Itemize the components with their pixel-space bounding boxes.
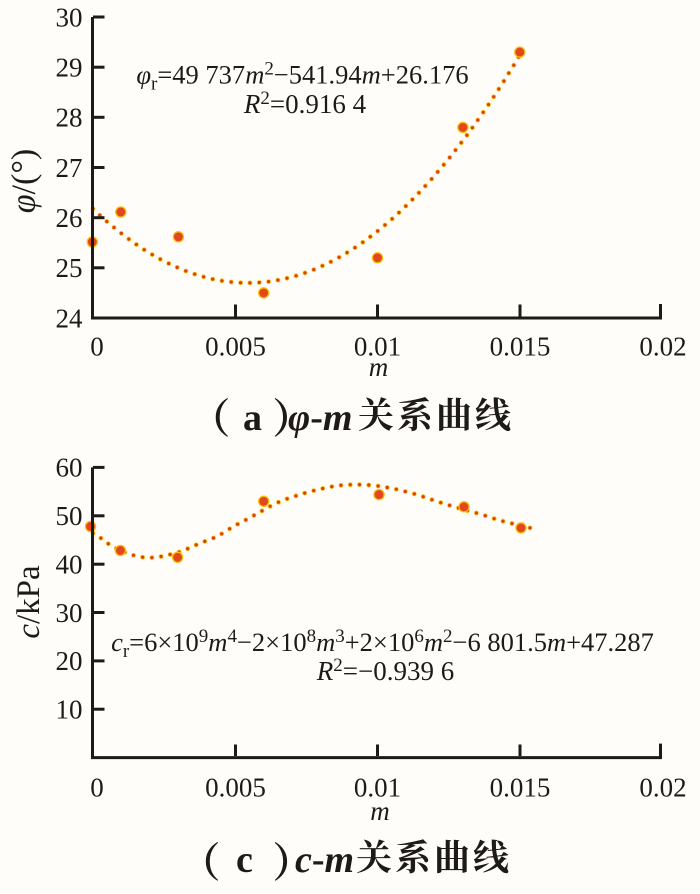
svg-text:26: 26 — [56, 203, 83, 233]
svg-text:0.005: 0.005 — [205, 773, 266, 803]
svg-text:30: 30 — [56, 598, 83, 628]
svg-text:0.01: 0.01 — [354, 773, 401, 803]
svg-text:m: m — [369, 352, 389, 382]
svg-text:0.015: 0.015 — [490, 773, 551, 803]
svg-text:c/kPa: c/kPa — [11, 565, 47, 639]
svg-text:40: 40 — [56, 550, 83, 580]
svg-text:0.01: 0.01 — [354, 332, 401, 362]
svg-text:50: 50 — [56, 501, 83, 531]
svg-text:0: 0 — [90, 773, 104, 803]
svg-text:φ/(°): φ/(°) — [6, 149, 43, 214]
svg-text:28: 28 — [56, 103, 83, 133]
svg-text:cr=6×109m4−2×108m3+2×106m2−6 8: cr=6×109m4−2×108m3+2×106m2−6 801.5m+47.2… — [111, 626, 654, 662]
svg-text:φr=49 737m2−541.94m+26.176: φr=49 737m2−541.94m+26.176 — [136, 59, 468, 95]
svg-text:20: 20 — [56, 646, 83, 676]
svg-text:25: 25 — [56, 253, 83, 283]
svg-text:c-m: c-m — [295, 839, 354, 881]
svg-text:0.02: 0.02 — [639, 332, 686, 362]
svg-text:0.005: 0.005 — [205, 332, 266, 362]
svg-text:0: 0 — [90, 332, 104, 362]
svg-text:c: c — [236, 839, 253, 881]
svg-text:a: a — [243, 397, 262, 439]
svg-text:24: 24 — [56, 303, 84, 333]
svg-text:27: 27 — [56, 153, 83, 183]
svg-text:60: 60 — [56, 453, 83, 483]
svg-text:R2=−0.939 6: R2=−0.939 6 — [316, 655, 454, 686]
svg-text:0.015: 0.015 — [490, 332, 551, 362]
svg-text:10: 10 — [56, 695, 83, 725]
svg-text:φ-m: φ-m — [288, 397, 352, 439]
svg-text:0.02: 0.02 — [639, 773, 686, 803]
svg-text:29: 29 — [56, 53, 83, 83]
svg-text:m: m — [370, 796, 390, 826]
svg-text:R2=0.916 4: R2=0.916 4 — [243, 88, 367, 119]
svg-text:30: 30 — [56, 2, 83, 32]
